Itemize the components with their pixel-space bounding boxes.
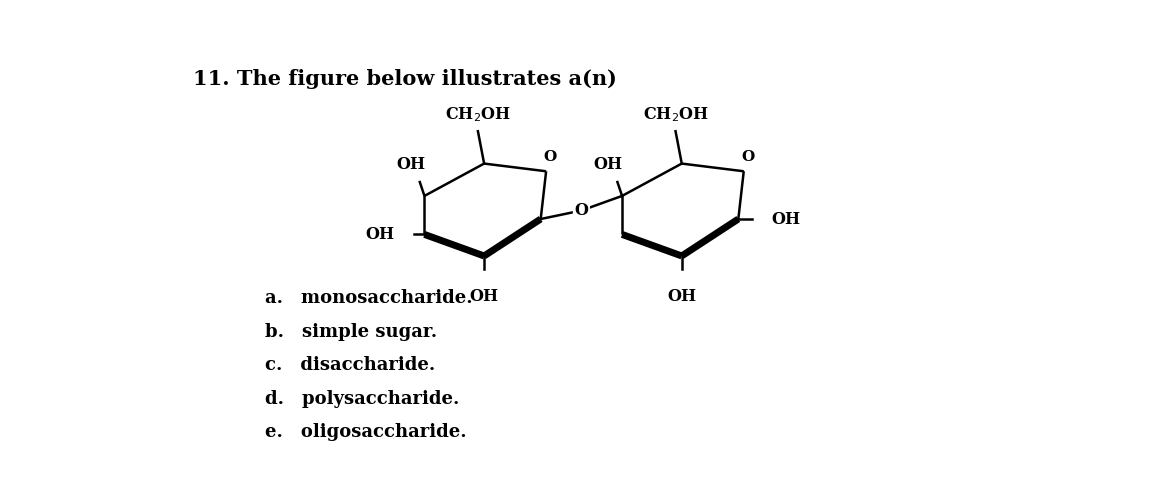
Text: e. oligosaccharide.: e. oligosaccharide.: [266, 424, 467, 441]
Text: OH: OH: [594, 156, 622, 173]
Text: OH: OH: [366, 226, 395, 243]
Text: O: O: [574, 202, 588, 219]
Text: O: O: [543, 150, 556, 164]
Text: c. disaccharide.: c. disaccharide.: [266, 356, 436, 374]
Text: a. monosaccharide.: a. monosaccharide.: [266, 289, 473, 307]
Text: OH: OH: [396, 156, 425, 173]
Text: O: O: [741, 150, 754, 164]
Text: CH$_2$OH: CH$_2$OH: [445, 105, 510, 123]
Text: OH: OH: [469, 288, 499, 305]
Text: OH: OH: [771, 211, 800, 227]
Text: OH: OH: [667, 288, 696, 305]
Text: d. polysaccharide.: d. polysaccharide.: [266, 390, 460, 408]
Text: b. simple sugar.: b. simple sugar.: [266, 323, 437, 341]
Text: CH$_2$OH: CH$_2$OH: [642, 105, 708, 123]
Text: 11. The figure below illustrates a(n): 11. The figure below illustrates a(n): [193, 69, 616, 89]
